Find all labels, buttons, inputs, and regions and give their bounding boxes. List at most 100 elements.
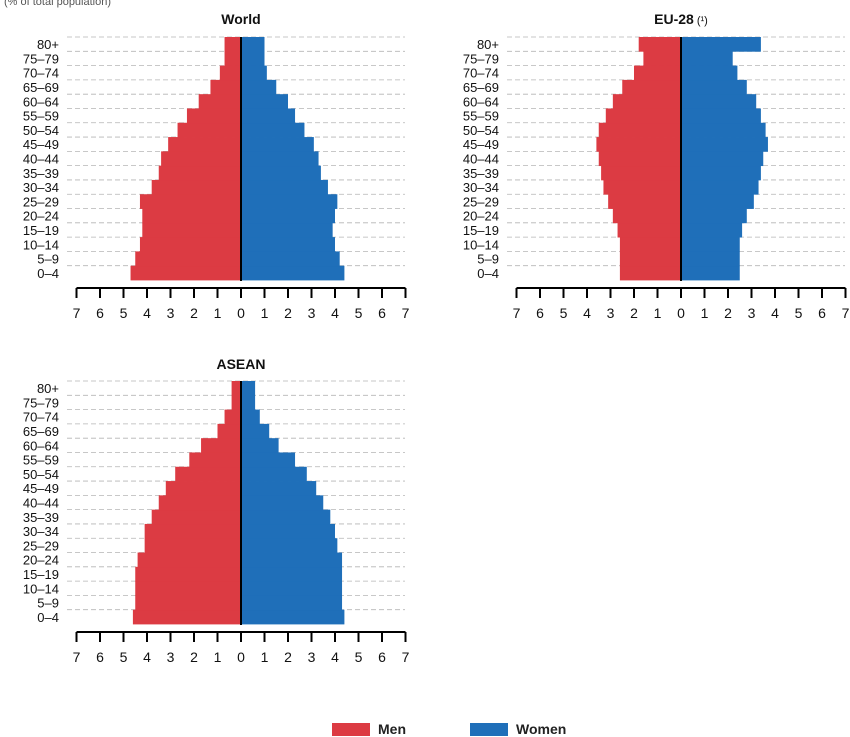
category-label: 20–24 (463, 209, 499, 224)
bar-women (241, 495, 324, 511)
x-tick-label: 0 (237, 649, 245, 665)
bar-men (151, 509, 241, 525)
category-label: 60–64 (23, 94, 59, 109)
category-label: 55–59 (23, 453, 59, 468)
x-tick-label: 5 (795, 305, 803, 321)
bar-women (681, 122, 766, 138)
bar-men (151, 179, 241, 195)
bar-men (132, 609, 241, 625)
x-tick-label: 6 (818, 305, 826, 321)
bar-women (241, 94, 288, 109)
category-label: 25–29 (463, 194, 499, 209)
category-label: 15–19 (23, 223, 59, 238)
bar-women (241, 409, 260, 425)
category-label: 50–54 (23, 123, 59, 138)
category-label: 0–4 (37, 266, 59, 281)
category-label: 10–14 (463, 237, 499, 252)
category-label: 70–74 (23, 410, 59, 425)
bar-men (144, 523, 241, 539)
category-label: 0–4 (477, 266, 499, 281)
chart-title: EU-28 (¹) (654, 11, 708, 27)
category-label: 30–34 (23, 180, 59, 195)
bar-women (241, 423, 270, 439)
legend-item-women: Women (470, 721, 566, 737)
bar-men (186, 108, 241, 124)
pyramid-2: ASEAN 0–45–910–1415–1920–2425–2930–3435–3… (23, 356, 410, 665)
chart-title-text: EU-28 (654, 11, 694, 27)
bar-women (241, 523, 335, 539)
bar-women (241, 37, 265, 52)
category-label: 45–49 (23, 137, 59, 152)
bar-women (681, 208, 747, 224)
bar-men (596, 137, 681, 152)
chart-title-text: World (221, 11, 260, 27)
category-label: 0–4 (37, 610, 59, 625)
bar-men (619, 251, 681, 267)
bar-women (241, 595, 343, 611)
bar-men (617, 222, 681, 238)
chart-subtitle: (% of total population) (4, 0, 112, 8)
bar-men (608, 194, 681, 209)
x-tick-label: 7 (73, 649, 81, 665)
pyramid-0: World 0–45–910–1415–1920–2425–2930–3435–3… (23, 11, 410, 321)
x-tick-label: 3 (167, 305, 175, 321)
bar-women (241, 208, 335, 224)
bar-women (681, 137, 768, 152)
bar-men (142, 208, 241, 224)
bar-men (168, 137, 241, 152)
bar-women (681, 194, 754, 209)
chart-title-note: (¹) (697, 15, 708, 27)
bar-men (217, 423, 241, 439)
category-label: 55–59 (23, 109, 59, 124)
bar-men (210, 79, 241, 95)
bar-women (241, 108, 296, 124)
x-tick-label: 3 (167, 649, 175, 665)
bar-men (619, 265, 681, 281)
x-tick-label: 6 (96, 649, 104, 665)
x-tick-label: 7 (402, 649, 410, 665)
category-label: 75–79 (463, 51, 499, 66)
category-label: 5–9 (477, 252, 499, 267)
x-tick-label: 3 (308, 305, 316, 321)
category-label: 65–69 (23, 424, 59, 439)
legend-swatch-men (332, 722, 370, 736)
bar-women (241, 452, 296, 468)
bar-men (598, 122, 681, 138)
category-label: 50–54 (23, 467, 59, 482)
x-tick-label: 4 (331, 305, 339, 321)
bar-women (681, 79, 747, 95)
x-tick-label: 6 (378, 305, 386, 321)
bar-women (241, 137, 314, 152)
x-tick-label: 3 (748, 305, 756, 321)
bar-women (241, 481, 317, 496)
x-tick-label: 5 (355, 305, 363, 321)
bar-women (241, 466, 307, 482)
x-tick-label: 4 (143, 305, 151, 321)
x-tick-label: 1 (214, 305, 222, 321)
category-label: 20–24 (23, 209, 59, 224)
category-label: 50–54 (463, 123, 499, 138)
legend-label-women: Women (516, 721, 567, 737)
bar-men (198, 94, 241, 109)
category-label: 65–69 (23, 80, 59, 95)
bar-women (681, 165, 761, 181)
bar-men (165, 481, 241, 496)
category-label: 75–79 (23, 51, 59, 66)
category-label: 25–29 (23, 538, 59, 553)
bar-women (681, 237, 740, 252)
chart-title: ASEAN (216, 356, 265, 372)
bar-men (634, 65, 681, 81)
bar-men (231, 381, 241, 396)
bar-women (681, 179, 759, 195)
x-tick-label: 1 (701, 305, 709, 321)
x-tick-label: 1 (654, 305, 662, 321)
x-tick-label: 0 (677, 305, 685, 321)
x-tick-label: 6 (378, 649, 386, 665)
x-tick-label: 0 (237, 305, 245, 321)
bar-men (135, 581, 241, 596)
category-label: 80+ (37, 37, 59, 52)
bar-men (622, 79, 681, 95)
category-label: 35–39 (23, 510, 59, 525)
x-tick-label: 7 (842, 305, 850, 321)
category-label: 60–64 (463, 94, 499, 109)
